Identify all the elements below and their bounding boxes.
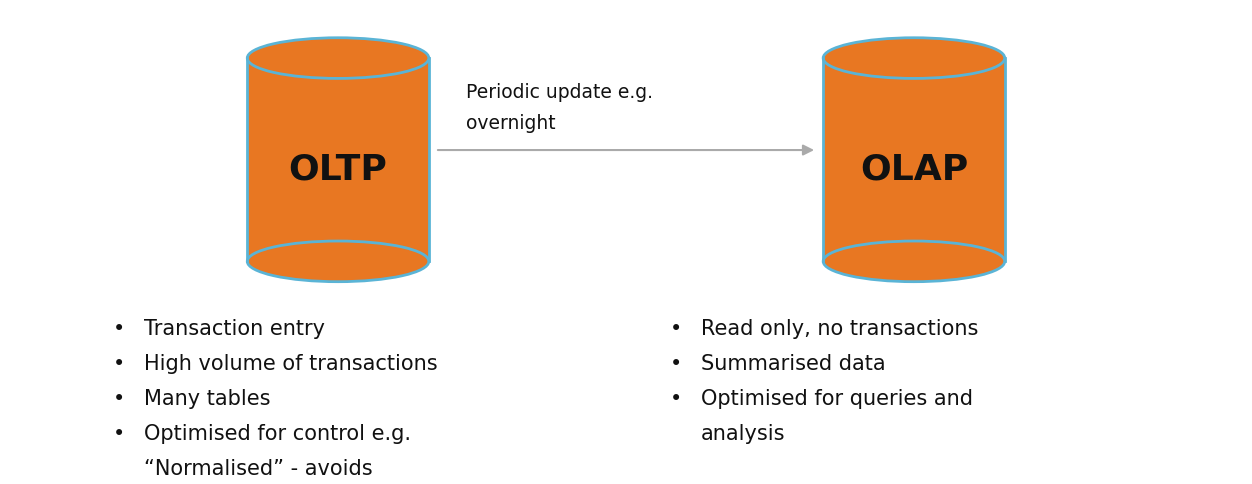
Text: Optimised for control e.g.: Optimised for control e.g. xyxy=(144,424,411,444)
Text: Read only, no transactions: Read only, no transactions xyxy=(701,319,979,339)
Text: OLAP: OLAP xyxy=(860,152,968,186)
Text: High volume of transactions: High volume of transactions xyxy=(144,354,438,374)
Text: Summarised data: Summarised data xyxy=(701,354,885,374)
Ellipse shape xyxy=(248,38,428,78)
Bar xyxy=(248,58,428,261)
Text: Many tables: Many tables xyxy=(144,389,270,409)
Text: OLTP: OLTP xyxy=(289,152,387,186)
Ellipse shape xyxy=(248,241,428,282)
Text: •: • xyxy=(113,354,125,374)
Text: “Normalised” - avoids: “Normalised” - avoids xyxy=(144,459,373,479)
Text: Optimised for queries and: Optimised for queries and xyxy=(701,389,973,409)
Text: •: • xyxy=(113,319,125,339)
Text: •: • xyxy=(670,389,682,409)
Text: •: • xyxy=(113,424,125,444)
Text: Periodic update e.g.: Periodic update e.g. xyxy=(467,83,654,102)
Text: analysis: analysis xyxy=(701,424,785,444)
Text: overnight: overnight xyxy=(467,114,556,133)
Text: •: • xyxy=(670,354,682,374)
Ellipse shape xyxy=(824,241,1004,282)
Text: Transaction entry: Transaction entry xyxy=(144,319,326,339)
Bar xyxy=(824,58,1004,261)
Ellipse shape xyxy=(824,38,1004,78)
Text: •: • xyxy=(670,319,682,339)
Text: •: • xyxy=(113,389,125,409)
